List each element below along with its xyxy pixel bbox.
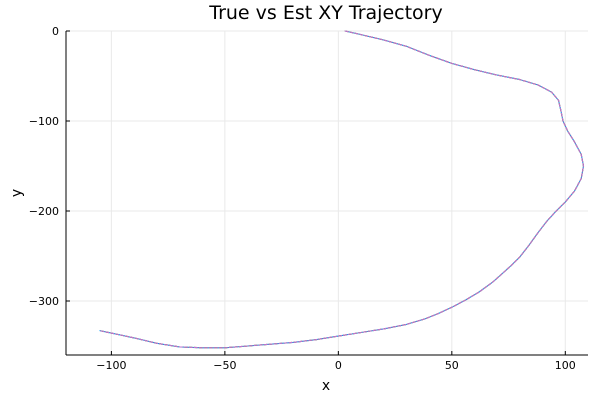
grid — [66, 30, 588, 355]
y-tick-label: −100 — [29, 115, 59, 128]
series-layer — [99, 30, 585, 349]
x-ticks: −100 −50 0 50 100 — [96, 351, 576, 372]
series-line-4 — [99, 30, 585, 349]
x-axis-label: x — [322, 378, 330, 394]
chart-title: True vs Est XY Trajectory — [208, 2, 442, 24]
x-tick-label: −100 — [96, 359, 126, 372]
x-tick-label: 0 — [335, 359, 342, 372]
y-axis-label: y — [9, 189, 25, 197]
axes — [65, 31, 588, 356]
x-tick-label: −50 — [213, 359, 236, 372]
x-tick-label: 50 — [445, 359, 459, 372]
series-line-3 — [99, 30, 585, 349]
series-line-1 — [99, 30, 585, 349]
y-tick-label: −200 — [29, 205, 59, 218]
y-tick-label: −300 — [29, 295, 59, 308]
y-ticks: 0 −100 −200 −300 — [29, 25, 70, 308]
y-tick-label: 0 — [52, 25, 59, 38]
x-tick-label: 100 — [555, 359, 576, 372]
series-line-2 — [99, 30, 585, 349]
